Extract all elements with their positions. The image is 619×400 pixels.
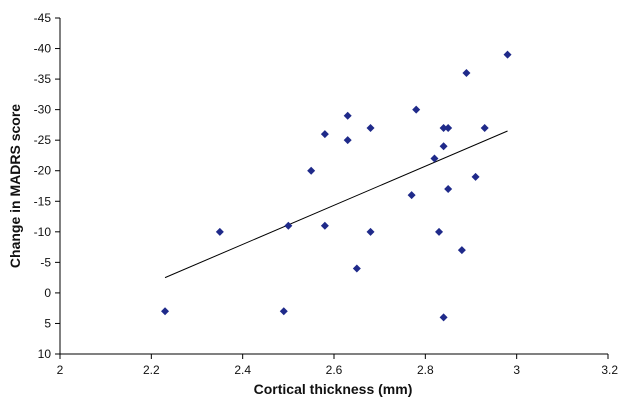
data-point (430, 154, 439, 163)
y-tick-label: -10 (34, 225, 52, 239)
x-tick-label: 2.2 (143, 363, 160, 377)
x-axis-ticks: 2 2.2 2.4 2.6 2.8 3 3.2 (57, 354, 618, 377)
data-point (343, 136, 352, 145)
data-point (407, 191, 416, 200)
data-point (480, 123, 489, 132)
data-point (279, 307, 288, 316)
data-points (161, 50, 512, 322)
data-point (366, 123, 375, 132)
x-axis-title: Cortical thickness (mm) (254, 381, 413, 397)
y-tick-label: -20 (34, 164, 52, 178)
y-tick-label: -40 (34, 42, 52, 56)
y-tick-label: -5 (40, 255, 51, 269)
data-point (439, 123, 448, 132)
y-tick-label: -35 (34, 72, 52, 86)
data-point (471, 172, 480, 181)
y-tick-label: 10 (38, 347, 52, 361)
data-point (161, 307, 170, 316)
data-point (435, 227, 444, 236)
data-point (503, 50, 512, 59)
data-point (366, 227, 375, 236)
data-point (457, 246, 466, 255)
y-axis-ticks: -45 -40 -35 -30 -25 -20 -15 -10 -5 0 5 10 (34, 11, 60, 361)
x-tick-label: 2.8 (417, 363, 434, 377)
trendline (164, 130, 508, 279)
data-point (444, 185, 453, 194)
y-tick-label: -15 (34, 194, 52, 208)
y-tick-label: 0 (44, 286, 51, 300)
data-point (439, 142, 448, 151)
data-point (307, 166, 316, 175)
data-point (352, 264, 361, 273)
data-point (215, 227, 224, 236)
data-point (343, 111, 352, 120)
data-point (444, 123, 453, 132)
x-tick-label: 2.6 (326, 363, 343, 377)
data-point (462, 68, 471, 77)
y-tick-label: -25 (34, 133, 52, 147)
data-point (320, 221, 329, 230)
data-point (320, 130, 329, 139)
x-tick-label: 2.4 (234, 363, 251, 377)
y-tick-label: -45 (34, 11, 52, 25)
y-axis-title: Change in MADRS score (7, 104, 23, 268)
data-point (412, 105, 421, 114)
data-point (284, 221, 293, 230)
x-tick-label: 3 (513, 363, 520, 377)
x-tick-label: 3.2 (601, 363, 618, 377)
y-tick-label: -30 (34, 103, 52, 117)
x-tick-label: 2 (57, 363, 64, 377)
y-tick-label: 5 (44, 316, 51, 330)
data-point (439, 313, 448, 322)
